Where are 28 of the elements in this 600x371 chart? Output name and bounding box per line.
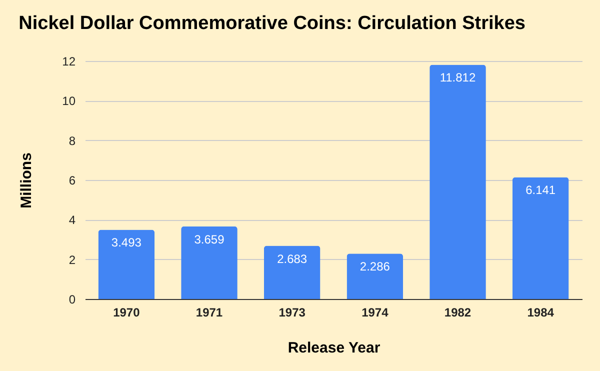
data-label: 6.141 <box>526 183 556 198</box>
y-tick-label: 4 <box>68 213 76 228</box>
data-label: 2.683 <box>277 252 308 266</box>
y-axis-title: Millions <box>18 152 36 208</box>
bar <box>98 230 155 299</box>
y-tick-label: 12 <box>62 54 76 68</box>
bar <box>181 226 238 299</box>
y-tick-label: 8 <box>68 134 76 148</box>
x-tick-label: 1974 <box>362 306 389 320</box>
y-tick-label: 2 <box>68 252 76 267</box>
bar <box>346 254 404 299</box>
x-axis-title: Release Year <box>288 340 380 356</box>
y-tick-label: 10 <box>62 94 76 108</box>
data-label: 3.659 <box>194 232 225 246</box>
x-tick-label: 1973 <box>278 306 306 320</box>
data-label: 3.493 <box>111 236 142 250</box>
bar <box>430 64 486 299</box>
x-tick-label: 1982 <box>444 306 472 320</box>
bar <box>512 177 569 299</box>
x-tick-label: 1970 <box>113 306 140 320</box>
chart-title: Nickel Dollar Commemorative Coins: Circulation Strikes <box>18 13 526 34</box>
bar <box>264 246 320 299</box>
y-tick-label: 0 <box>68 292 76 306</box>
data-label: 11.812 <box>440 70 476 85</box>
y-tick-label: 6 <box>68 174 76 188</box>
data-label: 2.286 <box>360 260 390 274</box>
x-tick-label: 1984 <box>527 306 554 320</box>
x-tick-label: 1971 <box>196 306 223 320</box>
